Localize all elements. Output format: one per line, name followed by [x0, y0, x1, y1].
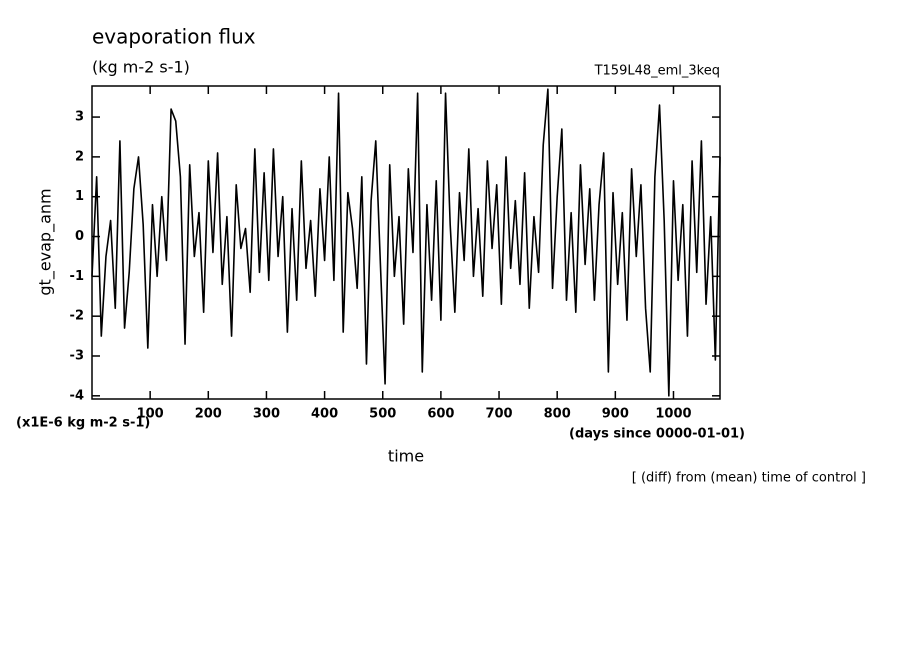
data-line — [91, 88, 721, 397]
chart-title: evaporation flux — [92, 25, 256, 49]
x-tick-label: 300 — [253, 407, 280, 422]
x-tick-label: 100 — [137, 407, 164, 422]
y-tick-label: -4 — [70, 388, 84, 403]
x-tick-label: 400 — [311, 407, 338, 422]
plot-frame — [91, 85, 721, 400]
y-tick-label: 3 — [75, 110, 84, 125]
x-tick-label: 600 — [427, 407, 454, 422]
y-tick-label: -3 — [70, 348, 84, 363]
y-tick-label: 1 — [75, 189, 84, 204]
y-axis-label: gt_evap_anm — [36, 188, 56, 295]
y-tick-label: 0 — [75, 229, 84, 244]
x-tick-label: 1000 — [655, 407, 691, 422]
x-tick-label: 500 — [369, 407, 396, 422]
x-tick-label: 200 — [195, 407, 222, 422]
annotation: [ (diff) from (mean) time of control ] — [632, 471, 866, 486]
x-tick-label: 800 — [544, 407, 571, 422]
y-unit-note: (x1E-6 kg m-2 s-1) — [16, 416, 150, 431]
x-tick-label: 900 — [602, 407, 629, 422]
y-tick-label: -2 — [70, 309, 84, 324]
x-unit-note: (days since 0000-01-01) — [569, 427, 745, 442]
chart-subtitle: (kg m-2 s-1) — [92, 58, 190, 77]
x-axis-label: time — [388, 447, 424, 466]
y-tick-label: -1 — [70, 269, 84, 284]
y-tick-label: 2 — [75, 149, 84, 164]
x-tick-label: 700 — [485, 407, 512, 422]
run-label: T159L48_eml_3keq — [594, 64, 720, 79]
